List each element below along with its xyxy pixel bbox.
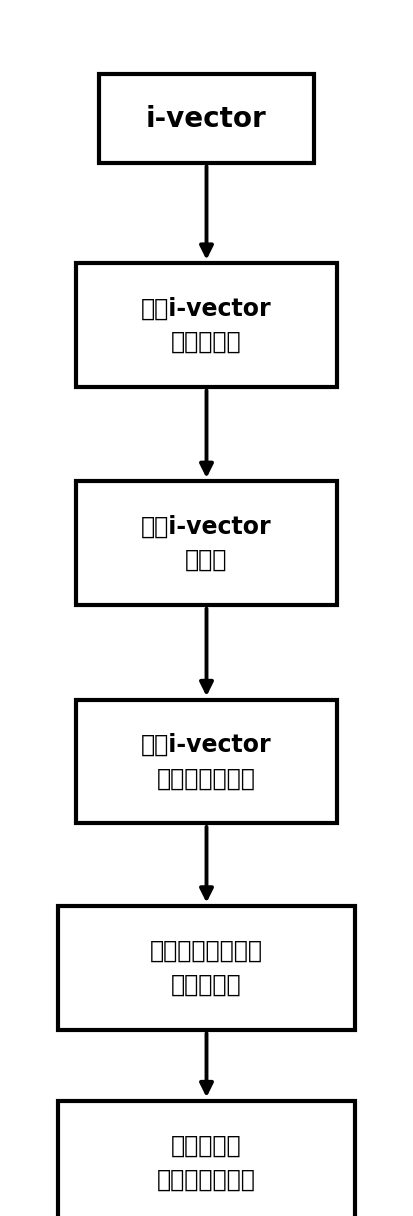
- Text: 每段i-vector
的密度: 每段i-vector 的密度: [141, 514, 272, 572]
- Text: 每段i-vector
之间的距离: 每段i-vector 之间的距离: [141, 297, 272, 354]
- Bar: [76, 263, 337, 387]
- Bar: [76, 699, 337, 823]
- Text: i-vector: i-vector: [146, 105, 267, 133]
- Text: 每段i-vector
之间的相对距离: 每段i-vector 之间的相对距离: [141, 733, 272, 790]
- Bar: [58, 1100, 355, 1216]
- Bar: [99, 74, 314, 163]
- Bar: [58, 906, 355, 1030]
- Text: 说话人个数
说话人先验概率: 说话人个数 说话人先验概率: [157, 1133, 256, 1192]
- Text: 估计中心点个数及
对应的标签: 估计中心点个数及 对应的标签: [150, 939, 263, 997]
- Bar: [76, 482, 337, 606]
